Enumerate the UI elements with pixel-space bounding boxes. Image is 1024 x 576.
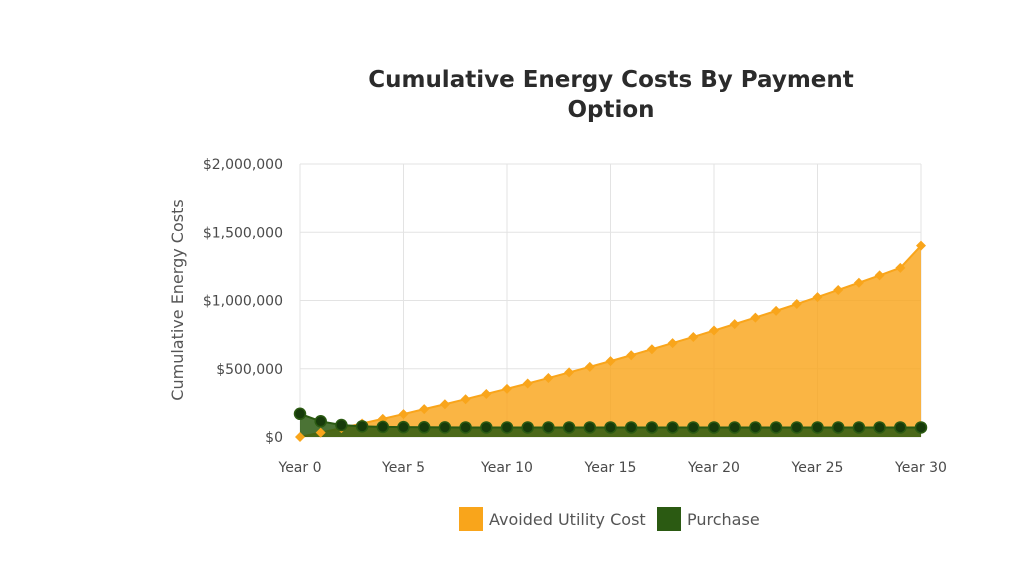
point-purchase-8[interactable]	[459, 421, 472, 434]
point-purchase-13[interactable]	[562, 421, 576, 434]
x-tick-label-3: Year 15	[584, 460, 637, 476]
point-avoided-utility-cost-22[interactable]	[750, 312, 761, 323]
point-purchase-4[interactable]	[376, 420, 390, 434]
point-avoided-utility-cost-7[interactable]	[439, 399, 450, 410]
area-avoided-utility-cost	[300, 245, 921, 437]
point-avoided-utility-cost-8[interactable]	[460, 394, 471, 405]
legend-swatch-avoided-utility-cost[interactable]	[459, 507, 483, 531]
x-tick-label-0: Year 0	[278, 460, 322, 476]
y-tick-label-1: $500,000	[216, 362, 283, 378]
point-purchase-29[interactable]	[894, 421, 907, 434]
point-purchase-21[interactable]	[728, 421, 741, 434]
point-purchase-11[interactable]	[521, 421, 534, 434]
point-avoided-utility-cost-27[interactable]	[853, 277, 864, 288]
point-avoided-utility-cost-14[interactable]	[584, 361, 595, 372]
grid	[299, 163, 922, 438]
point-purchase-20[interactable]	[707, 421, 721, 434]
y-axis-title: Cumulative Energy Costs	[168, 199, 187, 400]
point-avoided-utility-cost-16[interactable]	[626, 350, 637, 361]
point-purchase-23[interactable]	[769, 421, 783, 434]
point-purchase-15[interactable]	[604, 421, 617, 434]
point-purchase-22[interactable]	[749, 421, 762, 434]
point-purchase-17[interactable]	[645, 421, 659, 434]
y-tick-label-0: $0	[265, 430, 283, 446]
x-tick-label-6: Year 30	[894, 460, 947, 476]
point-avoided-utility-cost-17[interactable]	[646, 344, 657, 355]
point-avoided-utility-cost-0[interactable]	[295, 432, 305, 442]
x-tick-label-5: Year 25	[791, 460, 844, 476]
point-purchase-1[interactable]	[314, 415, 327, 428]
y-tick-label-2: $1,000,000	[203, 294, 283, 310]
chart-title-line-2: Option	[567, 97, 654, 123]
point-purchase-5[interactable]	[397, 420, 410, 434]
point-avoided-utility-cost-21[interactable]	[729, 319, 740, 330]
point-avoided-utility-cost-25[interactable]	[812, 292, 823, 303]
point-avoided-utility-cost-1[interactable]	[315, 427, 326, 438]
point-purchase-10[interactable]	[500, 421, 514, 434]
point-avoided-utility-cost-9[interactable]	[481, 389, 492, 400]
point-avoided-utility-cost-30[interactable]	[916, 240, 926, 251]
point-purchase-28[interactable]	[873, 421, 886, 434]
x-tick-label-2: Year 10	[480, 460, 533, 476]
legend: Avoided Utility Cost Purchase	[459, 507, 760, 531]
point-purchase-16[interactable]	[624, 421, 638, 434]
y-axis-tick-labels: $0 $500,000 $1,000,000 $1,500,000 $2,000,000	[203, 157, 283, 446]
point-purchase-6[interactable]	[417, 421, 431, 434]
point-avoided-utility-cost-26[interactable]	[833, 284, 844, 295]
point-purchase-27[interactable]	[852, 421, 866, 434]
point-purchase-0[interactable]	[293, 407, 307, 421]
point-avoided-utility-cost-15[interactable]	[605, 356, 616, 367]
point-purchase-2[interactable]	[335, 418, 348, 432]
point-purchase-18[interactable]	[666, 421, 679, 434]
point-avoided-utility-cost-23[interactable]	[771, 305, 782, 316]
y-tick-label-3: $1,500,000	[203, 225, 283, 241]
area-purchase	[300, 413, 921, 437]
point-avoided-utility-cost-24[interactable]	[791, 299, 802, 310]
point-purchase-30[interactable]	[914, 421, 928, 434]
point-purchase-7[interactable]	[438, 421, 452, 434]
chart-title-line-1: Cumulative Energy Costs By Payment	[368, 67, 854, 93]
legend-swatch-purchase[interactable]	[657, 507, 681, 531]
point-avoided-utility-cost-6[interactable]	[419, 404, 430, 415]
point-purchase-26[interactable]	[831, 421, 845, 434]
point-avoided-utility-cost-29[interactable]	[895, 262, 906, 273]
x-tick-label-4: Year 20	[687, 460, 740, 476]
point-purchase-9[interactable]	[480, 421, 493, 434]
y-tick-label-4: $2,000,000	[203, 157, 283, 173]
point-avoided-utility-cost-10[interactable]	[502, 383, 512, 394]
point-avoided-utility-cost-11[interactable]	[522, 378, 533, 389]
series-markers	[293, 240, 928, 442]
x-tick-label-1: Year 5	[381, 460, 425, 476]
point-avoided-utility-cost-12[interactable]	[543, 373, 554, 384]
point-purchase-3[interactable]	[355, 420, 369, 433]
legend-label-avoided-utility-cost[interactable]: Avoided Utility Cost	[489, 510, 646, 529]
point-avoided-utility-cost-5[interactable]	[398, 409, 409, 420]
point-avoided-utility-cost-20[interactable]	[709, 325, 719, 336]
legend-label-purchase[interactable]: Purchase	[687, 510, 760, 529]
point-avoided-utility-cost-19[interactable]	[688, 331, 699, 342]
point-purchase-12[interactable]	[542, 421, 555, 434]
point-avoided-utility-cost-28[interactable]	[874, 270, 885, 281]
point-avoided-utility-cost-13[interactable]	[564, 367, 575, 378]
point-avoided-utility-cost-18[interactable]	[667, 338, 678, 349]
point-purchase-14[interactable]	[583, 421, 597, 434]
x-axis-tick-labels: Year 0 Year 5 Year 10 Year 15 Year 20 Year 25…	[278, 460, 947, 476]
point-purchase-25[interactable]	[811, 421, 824, 434]
point-purchase-24[interactable]	[790, 421, 804, 434]
point-purchase-19[interactable]	[687, 421, 700, 434]
